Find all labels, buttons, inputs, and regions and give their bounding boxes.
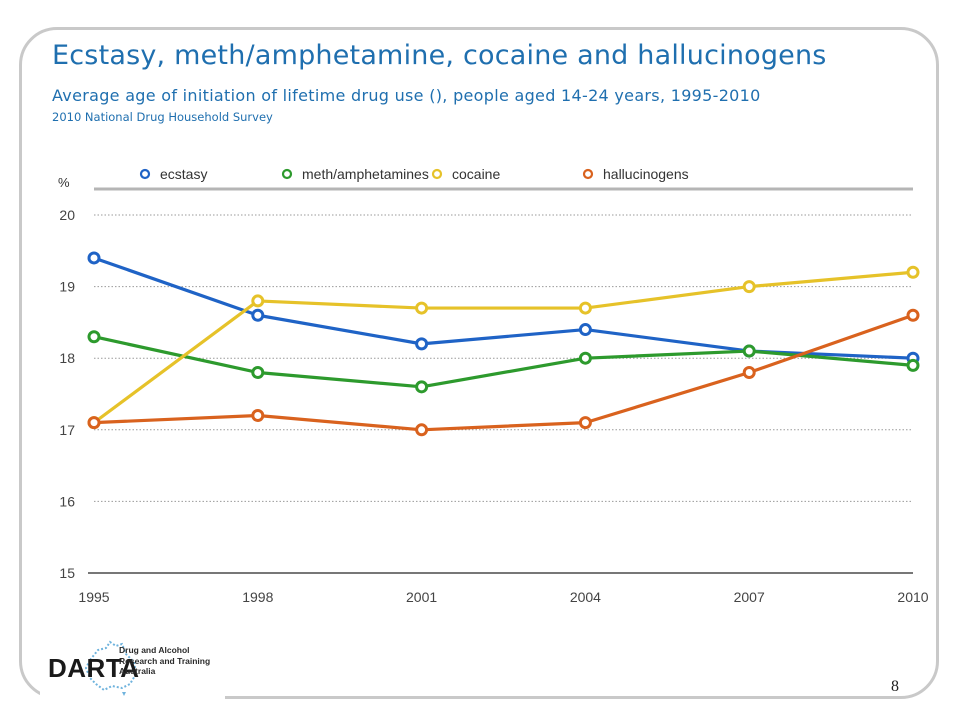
legend-label: meth/amphetamines — [302, 166, 429, 182]
series-line — [93, 313, 914, 432]
data-point — [87, 251, 101, 265]
data-point — [906, 265, 920, 279]
data-point — [578, 301, 592, 315]
logo-acronym: DARTA — [48, 653, 140, 683]
data-point — [906, 358, 920, 372]
data-point — [415, 423, 429, 437]
legend-label: cocaine — [452, 166, 500, 182]
data-point — [251, 408, 265, 422]
y-tick-label: 16 — [59, 493, 75, 509]
logo-line: Australia — [119, 666, 156, 676]
x-tick-label: 2004 — [570, 589, 601, 605]
legend-label: hallucinogens — [603, 166, 689, 182]
x-tick-label: 2007 — [734, 589, 765, 605]
x-tick-label: 1998 — [242, 589, 273, 605]
data-point — [415, 301, 429, 315]
y-tick-label: 18 — [59, 350, 75, 366]
data-point — [906, 308, 920, 322]
legend-label: ecstasy — [160, 166, 207, 182]
y-tick-label: 15 — [59, 565, 75, 581]
slide-subtitle: Average age of initiation of lifetime dr… — [52, 86, 761, 105]
series-line — [93, 335, 914, 389]
data-point — [578, 323, 592, 337]
legend-marker — [281, 168, 293, 180]
legend-marker — [582, 168, 594, 180]
legend-marker — [139, 168, 151, 180]
x-tick-label: 2010 — [897, 589, 928, 605]
data-point — [415, 380, 429, 394]
y-unit-label: % — [58, 175, 70, 190]
x-tick-label: 2001 — [406, 589, 437, 605]
y-tick-label: 19 — [59, 279, 75, 295]
y-tick-label: 20 — [59, 207, 75, 223]
data-point — [578, 351, 592, 365]
data-point — [578, 416, 592, 430]
data-point — [742, 280, 756, 294]
legend-marker — [431, 168, 443, 180]
slide-title: Ecstasy, meth/amphetamine, cocaine and h… — [52, 40, 827, 71]
data-point — [742, 366, 756, 380]
slide-source: 2010 National Drug Household Survey — [52, 110, 273, 124]
series-line — [93, 270, 914, 424]
data-point — [87, 330, 101, 344]
data-point — [87, 416, 101, 430]
logo-line: Drug and Alcohol — [119, 645, 190, 655]
data-point — [251, 294, 265, 308]
darta-logo: DARTA Drug and Alcohol Research and Trai… — [40, 636, 225, 702]
data-point — [415, 337, 429, 351]
data-point — [251, 366, 265, 380]
logo-line: Research and Training — [119, 655, 211, 666]
australia-map-icon — [84, 640, 138, 696]
x-tick-label: 1995 — [78, 589, 109, 605]
data-point — [251, 308, 265, 322]
logo-organisation-name: Drug and Alcohol Research and Training A… — [119, 645, 229, 677]
data-point — [742, 344, 756, 358]
y-tick-label: 17 — [59, 422, 75, 438]
slide-number: 8 — [891, 678, 899, 695]
